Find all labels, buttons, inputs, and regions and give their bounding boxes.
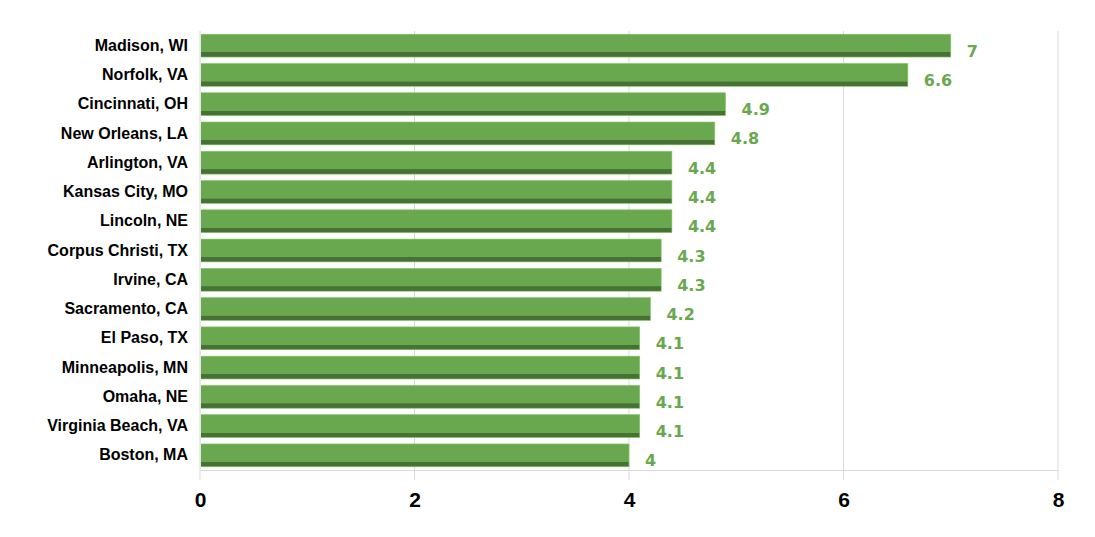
y-tick-label: Boston, MA <box>99 446 188 463</box>
bar <box>200 415 640 438</box>
bar <box>200 356 640 379</box>
y-tick: Boston, MA <box>99 446 200 463</box>
y-tick: Norfolk, VA <box>102 66 200 83</box>
data-label: 4.1 <box>656 334 684 353</box>
x-tick-label: 2 <box>409 488 421 511</box>
x-tick: 4 <box>624 470 636 511</box>
y-tick-label: Irvine, CA <box>113 271 188 288</box>
y-axis-line <box>200 32 201 471</box>
x-tick-label: 4 <box>624 488 636 511</box>
bar <box>200 298 650 321</box>
y-tick-label: Sacramento, CA <box>64 300 188 317</box>
y-tick-label: El Paso, TX <box>101 329 188 346</box>
x-axis: 0 2 4 6 8 <box>195 470 1065 511</box>
x-tick: 8 <box>1053 470 1065 511</box>
bar <box>200 122 715 145</box>
x-tick-label: 0 <box>195 488 207 511</box>
y-tick-label: Virginia Beach, VA <box>47 417 188 434</box>
bar <box>200 151 672 174</box>
data-label: 4.4 <box>688 217 716 236</box>
y-tick-label: Madison, WI <box>95 37 188 54</box>
data-label: 7 <box>967 42 978 61</box>
y-tick-label: Norfolk, VA <box>102 66 188 83</box>
bar <box>200 268 661 291</box>
data-label: 6.6 <box>924 71 952 90</box>
bar <box>200 385 640 408</box>
y-tick: Kansas City, MO <box>63 183 200 200</box>
y-tick: Corpus Christi, TX <box>48 242 200 259</box>
x-tick: 0 <box>195 470 207 511</box>
y-tick-label: Omaha, NE <box>103 388 189 405</box>
data-label: 4 <box>645 451 656 470</box>
y-tick: Omaha, NE <box>103 388 200 405</box>
x-tick: 2 <box>409 470 421 511</box>
data-label: 4.9 <box>742 100 770 119</box>
data-label: 4.1 <box>656 364 684 383</box>
y-tick: New Orleans, LA <box>61 125 200 142</box>
data-label: 4.8 <box>731 129 759 148</box>
y-tick-label: Cincinnati, OH <box>78 95 188 112</box>
bar <box>200 444 629 467</box>
bar <box>200 327 640 350</box>
data-label: 4.1 <box>656 422 684 441</box>
y-tick: Madison, WI <box>95 37 200 54</box>
grid <box>200 31 1058 480</box>
y-tick: Irvine, CA <box>113 271 200 288</box>
y-tick: Lincoln, NE <box>100 212 200 229</box>
y-tick-label: Minneapolis, MN <box>62 359 188 376</box>
bar <box>200 34 951 57</box>
y-tick-label: New Orleans, LA <box>61 125 189 142</box>
x-axis-line <box>201 470 1059 471</box>
y-tick-label: Lincoln, NE <box>100 212 188 229</box>
y-tick: Arlington, VA <box>87 154 200 171</box>
data-label: 4.4 <box>688 188 716 207</box>
y-tick-label: Corpus Christi, TX <box>48 242 189 259</box>
bar <box>200 181 672 204</box>
bar <box>200 93 726 116</box>
y-tick: Cincinnati, OH <box>78 95 200 112</box>
data-label: 4.4 <box>688 159 716 178</box>
grid-line <box>200 31 201 480</box>
x-tick: 6 <box>838 470 850 511</box>
x-tick-label: 8 <box>1053 488 1065 511</box>
x-tick-label: 6 <box>838 488 850 511</box>
plot: 0 2 4 6 8 Madison, WI Norfolk, VA Cincinnati, O… <box>47 31 1064 511</box>
bar <box>200 63 908 86</box>
y-tick: Virginia Beach, VA <box>47 417 200 434</box>
y-tick-label: Kansas City, MO <box>63 183 188 200</box>
data-label: 4.1 <box>656 393 684 412</box>
y-tick: Sacramento, CA <box>64 300 200 317</box>
y-tick: El Paso, TX <box>101 329 200 346</box>
y-tick: Minneapolis, MN <box>62 359 200 376</box>
bars <box>200 34 951 467</box>
data-label: 4.2 <box>666 305 694 324</box>
chart-container: 0 2 4 6 8 Madison, WI Norfolk, VA Cincinnati, O… <box>0 0 1095 537</box>
data-label: 4.3 <box>677 276 705 295</box>
bar <box>200 239 661 262</box>
y-tick-label: Arlington, VA <box>87 154 188 171</box>
grid-line <box>1058 31 1059 480</box>
data-labels: 7 6.6 4.9 4.8 4.4 4.4 4.4 4.3 4.3 4.2 4.1 4.1 4.1 4.1… <box>645 42 978 471</box>
grid-line <box>843 31 844 480</box>
chart-svg: 0 2 4 6 8 Madison, WI Norfolk, VA Cincinnati, O… <box>0 0 1095 537</box>
y-axis: Madison, WI Norfolk, VA Cincinnati, OH New … <box>47 32 200 471</box>
bar <box>200 210 672 233</box>
data-label: 4.3 <box>677 247 705 266</box>
